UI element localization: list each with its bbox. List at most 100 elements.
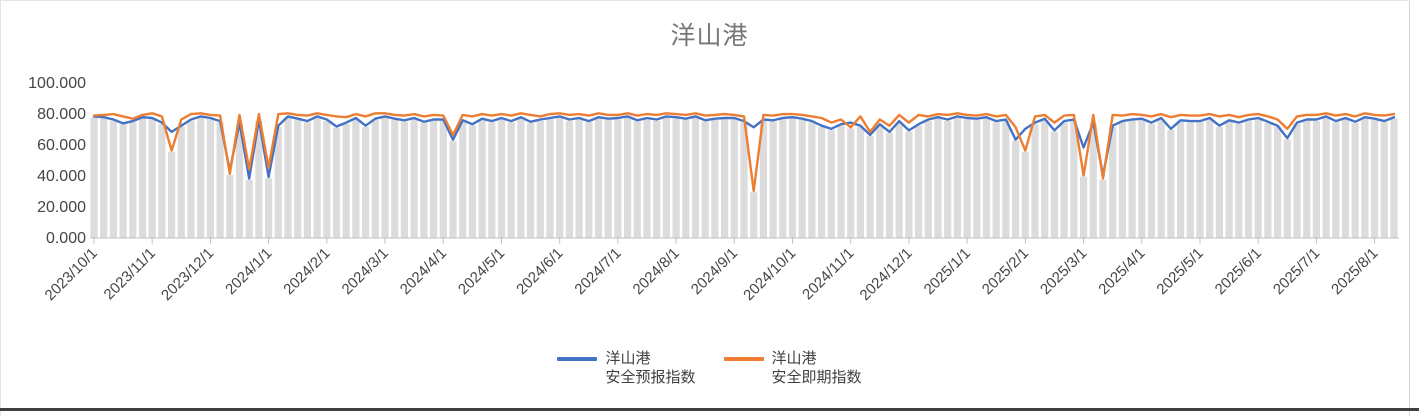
background-bar bbox=[759, 120, 767, 238]
background-bar bbox=[391, 120, 399, 238]
background-bar bbox=[953, 117, 961, 238]
background-bar bbox=[342, 123, 350, 238]
background-bar bbox=[1021, 151, 1029, 238]
background-bar bbox=[527, 123, 535, 238]
background-bar bbox=[905, 131, 913, 238]
x-tick-label: 2025/2/1 bbox=[979, 245, 1032, 298]
background-bar bbox=[1215, 127, 1223, 238]
background-bar bbox=[992, 122, 1000, 238]
forecast-line-swatch bbox=[557, 357, 598, 361]
x-tick-label: 2025/3/1 bbox=[1037, 245, 1090, 298]
background-bar bbox=[90, 117, 98, 238]
background-bar bbox=[439, 120, 447, 238]
background-bar bbox=[410, 119, 418, 238]
background-bar bbox=[934, 118, 942, 238]
background-bar bbox=[1002, 120, 1010, 238]
background-bar bbox=[721, 119, 729, 238]
forecast-legend-label-line2: 安全预报指数 bbox=[605, 369, 696, 386]
background-bar bbox=[216, 122, 224, 238]
background-bar bbox=[701, 121, 709, 238]
background-bar bbox=[982, 118, 991, 238]
legend-item-spot[interactable]: 洋山港 安全即期指数 bbox=[723, 349, 862, 387]
background-bar bbox=[497, 119, 506, 238]
spot-legend-label-line2: 安全即期指数 bbox=[771, 369, 862, 386]
background-bar bbox=[643, 119, 651, 238]
background-bar bbox=[488, 122, 496, 238]
background-bar bbox=[672, 118, 680, 238]
background-bar bbox=[1380, 122, 1388, 238]
background-bar bbox=[1274, 127, 1282, 238]
background-bar bbox=[1322, 117, 1330, 238]
background-bar bbox=[420, 123, 428, 238]
background-bar bbox=[197, 117, 205, 238]
spot-legend-label: 洋山港 安全即期指数 bbox=[772, 349, 862, 387]
chart-legend: 洋山港 安全预报指数 洋山港 安全即期指数 bbox=[0, 349, 1419, 387]
spot-legend-label-line1: 洋山港 bbox=[771, 350, 817, 367]
background-bar bbox=[245, 179, 253, 238]
chart-title: 洋山港 bbox=[670, 22, 749, 50]
y-tick-label: 100.000 bbox=[28, 75, 86, 92]
y-tick-label: 60.000 bbox=[37, 137, 86, 154]
background-bar bbox=[255, 120, 263, 238]
x-tick-label: 2025/5/1 bbox=[1153, 245, 1206, 298]
x-tick-label: 2025/6/1 bbox=[1212, 245, 1265, 298]
background-bar bbox=[944, 120, 952, 238]
background-bar bbox=[556, 117, 564, 238]
background-bar bbox=[750, 192, 758, 238]
x-tick-label: 2023/10/1 bbox=[42, 245, 101, 304]
background-bar bbox=[730, 119, 738, 238]
background-bar bbox=[653, 120, 661, 238]
background-bar bbox=[915, 125, 923, 238]
background-bar bbox=[1031, 123, 1039, 238]
background-bar bbox=[895, 122, 903, 238]
background-bar bbox=[1283, 139, 1291, 238]
y-tick-label: 20.000 bbox=[37, 199, 86, 216]
background-bar bbox=[1235, 123, 1243, 238]
background-bar bbox=[187, 120, 195, 238]
background-bar bbox=[1089, 123, 1097, 238]
background-bar bbox=[1264, 123, 1272, 238]
background-bar bbox=[459, 121, 467, 238]
background-bar bbox=[1167, 130, 1175, 238]
legend-item-forecast[interactable]: 洋山港 安全预报指数 bbox=[557, 349, 696, 387]
background-bar bbox=[1147, 123, 1156, 238]
background-bar bbox=[1050, 131, 1058, 238]
background-bar bbox=[284, 117, 292, 238]
y-tick-label: 0.000 bbox=[46, 230, 86, 247]
x-tick-label: 2024/3/1 bbox=[339, 245, 392, 298]
background-bar bbox=[1244, 120, 1253, 238]
background-bar bbox=[604, 120, 612, 238]
background-bar bbox=[691, 117, 700, 238]
background-bar bbox=[847, 128, 855, 238]
background-bar bbox=[129, 122, 137, 238]
background-bar bbox=[313, 117, 321, 238]
background-bar bbox=[624, 117, 632, 238]
background-bar bbox=[614, 119, 622, 238]
background-bar bbox=[682, 120, 690, 238]
spot-line-swatch bbox=[723, 357, 764, 361]
background-bar bbox=[1254, 119, 1262, 238]
background-bar bbox=[1080, 176, 1088, 238]
background-bar bbox=[885, 133, 894, 238]
background-bar bbox=[148, 119, 156, 238]
background-bar bbox=[1177, 121, 1185, 238]
background-bar bbox=[740, 122, 748, 238]
background-bar bbox=[517, 118, 525, 238]
background-bar bbox=[1138, 120, 1146, 238]
background-bar bbox=[594, 118, 603, 238]
background-bar bbox=[478, 120, 486, 238]
y-tick-label: 40.000 bbox=[37, 168, 86, 185]
background-bar bbox=[1060, 122, 1068, 238]
background-bar bbox=[1196, 122, 1204, 238]
background-bar bbox=[1157, 119, 1165, 238]
background-bar bbox=[924, 120, 932, 238]
window-bottom-edge bbox=[0, 408, 1419, 411]
background-bar bbox=[1312, 120, 1320, 238]
background-bar bbox=[449, 140, 457, 238]
background-bar bbox=[818, 127, 826, 238]
background-bar bbox=[109, 120, 117, 238]
background-bar bbox=[769, 121, 777, 238]
background-bar bbox=[1303, 120, 1311, 238]
